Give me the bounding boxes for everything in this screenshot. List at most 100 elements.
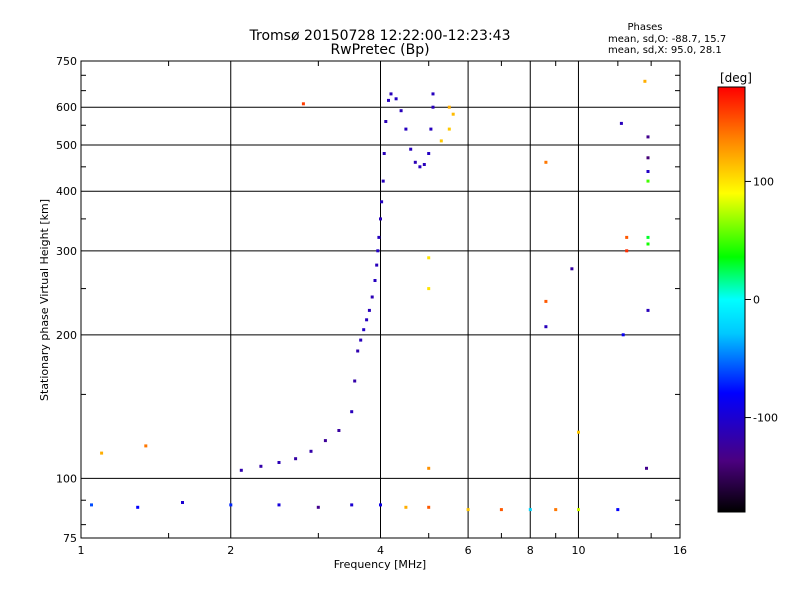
y-tick-label: 750 <box>56 55 77 68</box>
data-point <box>239 468 243 472</box>
data-point <box>619 121 623 125</box>
data-point <box>181 501 184 504</box>
y-tick-label: 500 <box>56 139 77 152</box>
data-point <box>646 242 650 246</box>
data-point <box>350 503 354 507</box>
y-tick-label: 300 <box>56 245 77 258</box>
colorbar-gradient <box>717 86 746 513</box>
data-point <box>427 466 431 470</box>
data-point <box>645 466 648 470</box>
colorbar-label: [deg] <box>720 71 752 85</box>
data-point <box>136 505 140 509</box>
colorbar: [deg] 100 0 -100 <box>717 71 778 513</box>
data-point <box>646 135 650 139</box>
data-point <box>377 235 381 239</box>
data-point <box>570 267 574 271</box>
data-point <box>625 235 629 239</box>
data-point <box>144 444 148 448</box>
data-point <box>577 508 580 512</box>
data-point <box>375 263 379 267</box>
data-point <box>370 295 374 299</box>
y-tick-label: 100 <box>56 472 77 485</box>
x-axis-label: Frequency [MHz] <box>334 558 426 571</box>
y-tick-label: 600 <box>56 101 77 114</box>
data-point <box>381 179 385 183</box>
data-point <box>466 508 470 512</box>
data-point <box>365 318 369 322</box>
data-point <box>528 508 532 512</box>
y-axis-label: Stationary phase Virtual Height [km] <box>38 199 51 401</box>
y-ticks: 75 100 200 300 400 500 600 750 <box>56 55 680 545</box>
stats-x-line: mean, sd,X: 95.0, 28.1 <box>608 45 722 56</box>
data-point <box>646 179 650 183</box>
data-point <box>387 98 390 102</box>
y-tick-label: 200 <box>56 329 77 342</box>
data-point <box>409 147 413 151</box>
data-point <box>259 464 263 468</box>
colorbar-tick-label: 100 <box>753 175 774 188</box>
y-tick-label: 400 <box>56 185 77 198</box>
data-point <box>646 235 650 239</box>
data-point <box>643 79 647 83</box>
data-point <box>379 503 382 507</box>
data-point <box>367 308 371 312</box>
x-tick-label: 2 <box>227 544 234 557</box>
data-point <box>646 308 650 312</box>
data-point <box>439 139 443 143</box>
x-tick-label: 6 <box>465 544 472 557</box>
data-point <box>353 379 357 383</box>
phases-heading: Phases <box>627 22 662 33</box>
data-point <box>301 102 305 106</box>
data-point <box>451 112 455 116</box>
data-point <box>404 505 408 509</box>
data-point <box>379 217 382 221</box>
data-point <box>350 410 354 414</box>
data-point <box>427 505 431 509</box>
data-point <box>277 503 281 507</box>
data-point <box>294 457 298 461</box>
chart-subtitle: RwPretec (Bp) <box>330 42 429 58</box>
grid <box>81 61 680 538</box>
data-point <box>316 505 320 509</box>
x-tick-label: 4 <box>377 544 384 557</box>
data-point <box>447 105 451 109</box>
data-point <box>382 152 386 155</box>
data-point <box>337 429 341 432</box>
chart-title: Tromsø 20150728 12:22:00-12:23:43 <box>249 28 511 44</box>
data-point <box>359 338 363 342</box>
data-point <box>646 156 650 160</box>
data-point <box>625 249 629 253</box>
data-point <box>389 92 393 96</box>
x-ticks: 1 2 4 6 8 10 16 <box>78 61 687 557</box>
data-points <box>90 79 650 512</box>
stats-o-line: mean, sd,O: -88.7, 15.7 <box>608 34 726 45</box>
data-point <box>373 279 377 282</box>
colorbar-tick-label: -100 <box>753 412 778 425</box>
data-point <box>646 170 650 173</box>
data-point <box>384 120 388 123</box>
data-point <box>418 165 422 169</box>
data-point <box>100 451 104 455</box>
data-point <box>544 160 548 164</box>
data-point <box>422 163 426 166</box>
colorbar-ticks: 100 0 -100 <box>745 175 778 425</box>
data-point <box>362 328 366 332</box>
data-point <box>90 503 93 507</box>
data-point <box>380 200 384 204</box>
data-point <box>309 449 313 453</box>
data-point <box>429 127 433 131</box>
colorbar-tick-label: 0 <box>753 294 760 307</box>
data-point <box>229 503 233 507</box>
data-point <box>544 325 548 329</box>
x-tick-label: 1 <box>78 544 85 557</box>
data-point <box>427 287 431 291</box>
data-point <box>394 97 398 101</box>
data-point <box>544 299 548 303</box>
data-point <box>431 105 435 109</box>
data-point <box>277 461 281 464</box>
data-point <box>356 349 360 353</box>
data-point <box>447 127 451 131</box>
data-point <box>554 508 558 512</box>
data-point <box>621 333 625 337</box>
